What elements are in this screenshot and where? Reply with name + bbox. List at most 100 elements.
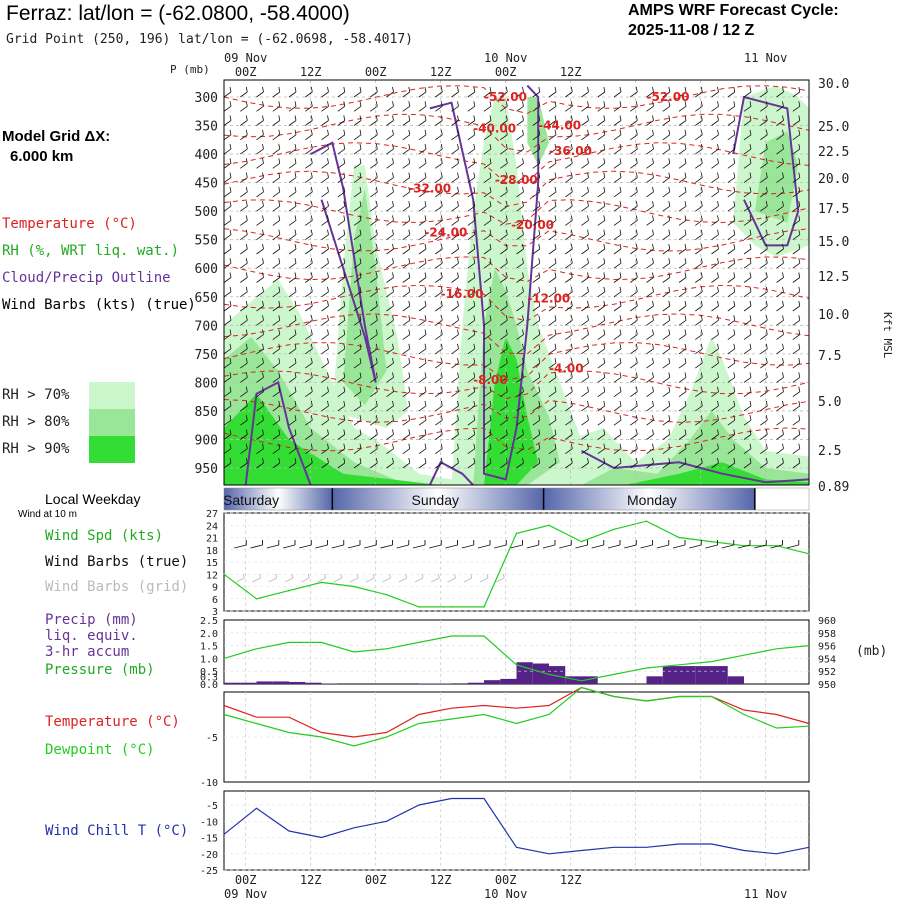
wind-barb — [483, 343, 492, 355]
wind-barb — [435, 415, 443, 426]
wind-barb — [532, 258, 541, 269]
wind-barb — [532, 286, 541, 298]
wind-barb — [402, 144, 411, 155]
wind-barb — [370, 172, 378, 183]
grid-wind-barb — [284, 573, 294, 583]
wind-barb — [321, 243, 329, 255]
legend-rh: RH (%, WRT liq. wat.) — [2, 243, 180, 259]
wind-barb — [451, 429, 459, 440]
wind-barb — [695, 429, 703, 440]
temperature-contour — [224, 228, 809, 252]
wind-speed-point — [548, 524, 550, 527]
wind-tick-label: 21 — [206, 534, 218, 545]
wind-barb — [435, 243, 443, 255]
wind-barb — [613, 229, 622, 241]
wind-barb — [272, 372, 281, 383]
wind-barb — [305, 201, 313, 212]
wind-barb — [792, 272, 801, 283]
wind-barb — [548, 300, 557, 312]
wind-barb — [321, 329, 329, 340]
local-weekday-label: Local Weekday — [45, 491, 141, 507]
wind-barb — [581, 258, 589, 269]
wind-barb — [386, 215, 394, 226]
wind-barb — [337, 215, 346, 226]
wind-barb — [792, 415, 801, 426]
wind-barb — [743, 315, 752, 326]
wind-barb — [792, 215, 801, 226]
wind-barb — [435, 201, 443, 212]
wind-barb — [711, 158, 719, 169]
wind-barb — [597, 115, 606, 126]
rh-legend-label-80: RH > 80% — [2, 414, 70, 430]
wind-barb — [451, 457, 459, 469]
wind-barb — [467, 372, 476, 383]
wind-barb — [630, 386, 638, 398]
wind-barb — [224, 429, 232, 440]
wind-barb — [630, 201, 638, 212]
wind-barb — [516, 201, 524, 212]
wind-barb — [743, 215, 752, 226]
dewpoint-legend: Dewpoint (°C) — [45, 742, 155, 758]
wind-barb — [597, 329, 606, 340]
wind-barb — [305, 286, 313, 298]
surface-wind-barb — [396, 540, 410, 549]
wind-barb — [630, 457, 638, 469]
wind-barb — [483, 386, 492, 398]
wind-barb — [256, 329, 264, 340]
wind-barb — [695, 343, 703, 355]
wind-barb — [337, 201, 346, 212]
wind-barb — [711, 286, 719, 298]
wind-barb — [288, 186, 297, 198]
wind-barb — [760, 229, 768, 241]
wind-barb — [695, 358, 703, 369]
wind-barb — [581, 158, 589, 169]
precip-legend: Precip (mm) — [45, 612, 138, 628]
wind-barb — [467, 272, 476, 283]
wind-barb — [500, 358, 508, 369]
wind-barb — [256, 144, 264, 155]
cloud-outline — [310, 141, 377, 383]
wind-barb — [743, 144, 752, 155]
wind-barb — [581, 457, 589, 469]
wind-barb — [597, 243, 606, 255]
wind-barb — [386, 201, 394, 212]
wind-barb — [776, 86, 784, 98]
wind-barb — [224, 115, 232, 126]
wind-barb — [256, 101, 264, 112]
wind-barb — [370, 186, 378, 198]
wind-barb — [224, 215, 232, 226]
wind-barb — [288, 300, 297, 312]
wind-barb — [483, 457, 492, 469]
wind-barb — [467, 215, 476, 226]
surface-wind-barb — [347, 540, 361, 549]
wind-barb — [467, 457, 476, 469]
wind-barb — [467, 86, 476, 98]
wind-barb — [467, 329, 476, 340]
wind-barb — [678, 457, 687, 469]
wind-barb — [224, 457, 232, 469]
wind-barb — [597, 286, 606, 298]
wind-barb — [711, 329, 719, 340]
wind-barb — [500, 457, 508, 469]
grid-wind-barb — [301, 573, 310, 583]
wind-barb — [337, 158, 346, 169]
surface-wind-barb — [591, 540, 605, 549]
wind-barb — [418, 186, 427, 198]
wind-barb — [646, 372, 654, 383]
wind-barb — [418, 300, 427, 312]
wind-barb — [646, 101, 654, 112]
wind-barb — [272, 243, 281, 255]
wind-barb — [435, 443, 443, 455]
wind-barb — [500, 343, 508, 355]
wind-barb — [288, 129, 297, 141]
wind-barb — [402, 115, 411, 126]
grid-wind-barb — [317, 573, 326, 583]
wind-barb — [662, 429, 671, 440]
cross-section-fields — [224, 80, 809, 485]
wind-barb — [305, 215, 313, 226]
wind-barb — [532, 129, 541, 141]
wind-barb — [272, 129, 281, 141]
wind-barb — [500, 400, 508, 412]
wind-barb — [743, 129, 752, 141]
wind-barb — [256, 372, 264, 383]
